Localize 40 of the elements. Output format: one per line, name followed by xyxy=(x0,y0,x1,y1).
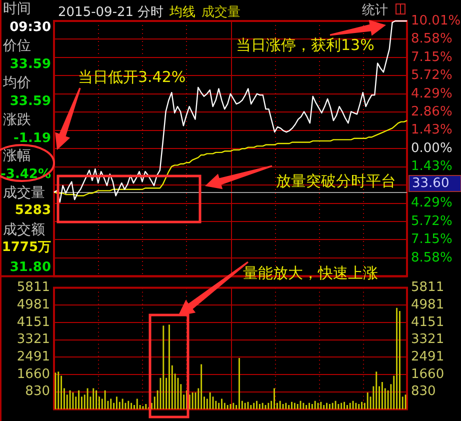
text: 5283 xyxy=(14,203,51,218)
y-tick-label: 4981 xyxy=(16,298,50,313)
y-tick-label: 2.86% xyxy=(411,104,452,120)
text: 1775万 xyxy=(2,240,51,255)
text: 33.59 xyxy=(10,57,51,72)
y-tick-label: 1.43% xyxy=(411,159,452,174)
text: 09:30 xyxy=(10,20,51,35)
text: 31.80 xyxy=(10,260,51,275)
text: -1.19 xyxy=(14,131,51,146)
y-tick-label: 2491 xyxy=(16,350,50,365)
text: 统计 xyxy=(362,3,388,18)
y-tick-label: 5.72% xyxy=(411,68,452,84)
y-tick-label: 0.00% xyxy=(411,140,452,156)
y-tick-label: 4.29% xyxy=(411,86,452,102)
text: 33.60 xyxy=(412,176,450,191)
y-tick-label: 7.15% xyxy=(411,50,452,65)
text: 时间 xyxy=(3,1,31,17)
text: 涨跌 xyxy=(3,112,31,128)
y-tick-label: 1660 xyxy=(16,366,50,382)
chart-title: 2015-09-21 分时 xyxy=(58,5,164,20)
y-tick-label: 7.15% xyxy=(411,232,452,248)
text: 成交量 xyxy=(202,5,241,20)
text: 成交量 xyxy=(3,185,45,201)
y-tick-label: 10.01% xyxy=(411,13,461,28)
text: 价位 xyxy=(3,38,31,54)
annotation: 当日涨停，获利13% xyxy=(236,36,374,54)
y-tick-label: 4151 xyxy=(16,314,50,330)
y-tick-label: 3321 xyxy=(16,332,50,348)
y-tick-label: 4.29% xyxy=(411,196,452,211)
y-tick-label: 830 xyxy=(25,384,50,400)
text: 均价 xyxy=(3,75,31,91)
y-tick-label: 8.58% xyxy=(411,32,452,47)
y-tick-label: 8.58% xyxy=(411,250,452,266)
text: 33.59 xyxy=(10,94,51,109)
y-tick-label: 1.43% xyxy=(411,122,452,138)
text: 成交额 xyxy=(3,222,45,238)
y-tick-label: 5811 xyxy=(16,280,50,296)
y-tick-label: 5.72% xyxy=(411,214,452,229)
text: 涨幅 xyxy=(3,148,31,164)
text: 均线 xyxy=(170,5,196,20)
